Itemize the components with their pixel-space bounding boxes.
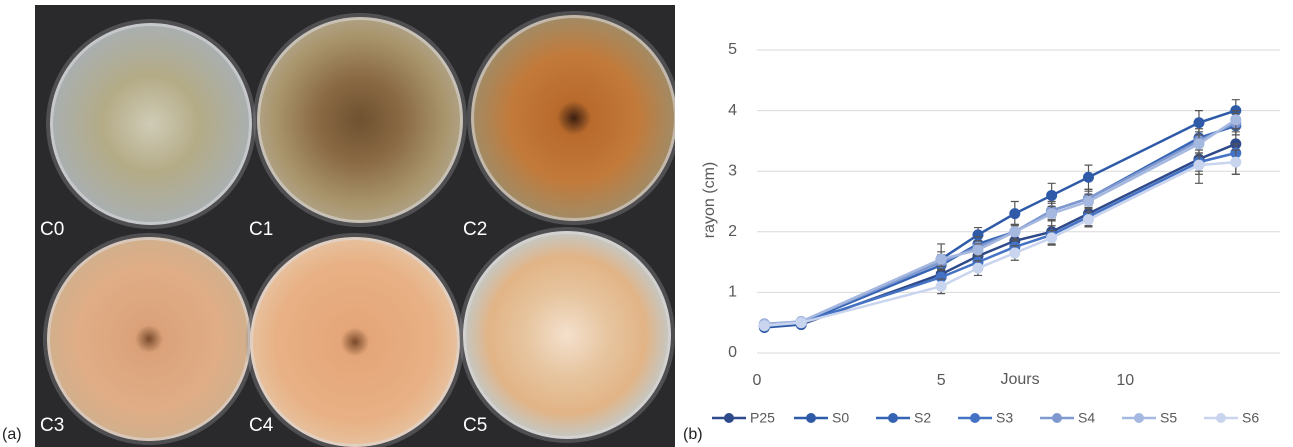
point [1230, 156, 1242, 168]
point [972, 229, 984, 241]
y-tick-label: 3 [728, 162, 737, 179]
point [795, 317, 807, 329]
series-line [764, 109, 1237, 329]
point [1046, 208, 1058, 220]
point [1082, 214, 1094, 226]
y-tick-label: 5 [728, 41, 737, 58]
y-tick-label: 2 [728, 223, 737, 240]
x-tick-label: 10 [1116, 372, 1134, 389]
legend-label: S6 [1242, 410, 1259, 426]
point [1009, 247, 1021, 259]
point [1009, 208, 1021, 220]
dish [463, 231, 671, 439]
x-tick-label: 0 [753, 372, 762, 389]
point [1230, 114, 1242, 126]
x-axis-label: Jours [1000, 371, 1039, 388]
point [758, 320, 770, 332]
y-axis-label: rayon (cm) [701, 162, 718, 238]
dish [471, 15, 675, 221]
legend-marker [1134, 413, 1144, 423]
legend-marker [806, 413, 816, 423]
point [1046, 189, 1058, 201]
point [935, 253, 947, 265]
dish-label: C1 [249, 219, 274, 240]
legend-label: P25 [750, 410, 775, 426]
y-tick-label: 0 [728, 344, 737, 361]
dish-label: C4 [249, 415, 274, 436]
point [972, 244, 984, 256]
series-line [764, 124, 1237, 327]
petri-photo: C0 C1 C2 C3 C4 C5 [35, 5, 675, 447]
dish-label: C2 [463, 219, 488, 240]
legend-label: S3 [996, 410, 1013, 426]
legend-label: S0 [832, 410, 849, 426]
point [935, 271, 947, 283]
legend-marker [888, 413, 898, 423]
point [1082, 196, 1094, 207]
point [935, 280, 947, 292]
dish-label: C3 [40, 415, 65, 436]
legend-label: S5 [1160, 410, 1177, 426]
line-chart: rayon (cm) Jours 0 1 2 3 4 5 0 5 10 P25 S0 S2 S3 S4 S5… [701, 41, 1280, 426]
dish [257, 17, 463, 223]
dish-label: C5 [463, 415, 488, 436]
dish [250, 237, 460, 447]
legend-label: S4 [1078, 410, 1095, 426]
dish-label: C0 [40, 219, 65, 240]
point [1082, 171, 1094, 183]
y-tick-label: 1 [728, 284, 737, 301]
legend-marker [724, 413, 734, 423]
legend-label: S2 [914, 410, 931, 426]
series-line [764, 160, 1236, 327]
panel-label: (a) [2, 426, 22, 443]
dish [50, 23, 252, 225]
point [1193, 117, 1205, 129]
dish [47, 237, 251, 441]
point [1009, 226, 1021, 238]
x-tick-label: 5 [937, 372, 946, 389]
point [1046, 232, 1058, 244]
panel-label: (b) [683, 426, 703, 443]
legend-marker [970, 413, 980, 423]
point [1193, 138, 1205, 150]
legend-marker [1216, 413, 1226, 423]
point [972, 262, 984, 274]
y-tick-label: 4 [728, 102, 737, 119]
point [1193, 159, 1205, 171]
legend-marker [1052, 413, 1062, 423]
